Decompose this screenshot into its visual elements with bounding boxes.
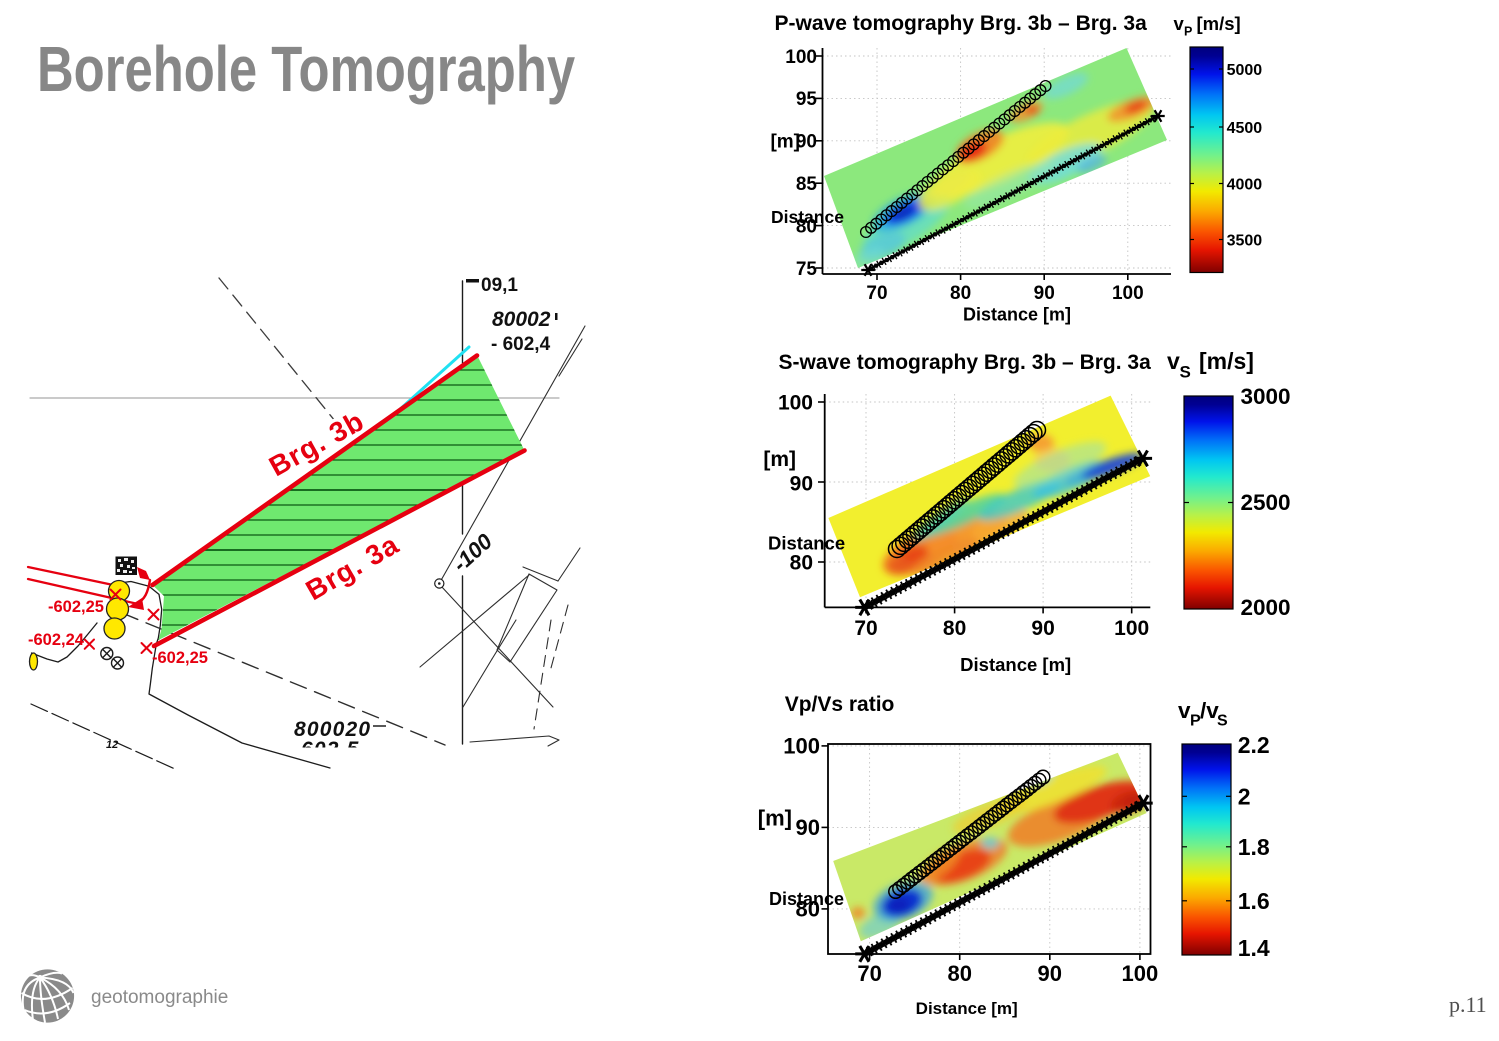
svg-text:90: 90	[1034, 283, 1055, 304]
svg-text:4000: 4000	[1227, 177, 1263, 194]
svg-text:[m]: [m]	[770, 132, 800, 153]
svg-text:[m/s]: [m/s]	[1197, 13, 1241, 34]
svg-text:75: 75	[796, 259, 818, 280]
svg-text:800020: 800020	[294, 718, 371, 741]
svg-text:2: 2	[1238, 783, 1251, 809]
svg-text:-602,25: -602,25	[152, 649, 208, 667]
svg-text:100: 100	[785, 47, 817, 68]
svg-text:Distance: Distance	[769, 889, 844, 909]
svg-text:80: 80	[796, 896, 820, 921]
svg-text:2000: 2000	[1241, 595, 1291, 620]
svg-text:1.8: 1.8	[1238, 834, 1270, 860]
svg-text:[m]: [m]	[763, 448, 796, 471]
svg-text:90: 90	[790, 473, 813, 496]
svg-text:v: v	[1167, 348, 1180, 374]
svg-text:2.2: 2.2	[1238, 732, 1270, 758]
svg-text:85: 85	[796, 174, 818, 195]
svg-text:80: 80	[796, 216, 817, 237]
svg-text:70: 70	[854, 617, 877, 640]
svg-text:Distance [m]: Distance [m]	[960, 654, 1071, 675]
svg-text:2500: 2500	[1241, 490, 1291, 515]
svg-text:Distance [m]: Distance [m]	[963, 305, 1071, 325]
svg-text:Distance: Distance	[768, 533, 845, 554]
svg-text:/v: /v	[1200, 698, 1219, 723]
svg-text:Vp/Vs ratio: Vp/Vs ratio	[785, 693, 895, 716]
svg-text:[m]: [m]	[758, 806, 792, 831]
svg-text:100: 100	[778, 392, 813, 415]
svg-text:P: P	[1184, 25, 1192, 39]
svg-text:-100: -100	[448, 528, 498, 577]
svg-text:5000: 5000	[1227, 62, 1263, 79]
svg-text:3000: 3000	[1241, 384, 1291, 409]
svg-text:1.4: 1.4	[1238, 935, 1270, 961]
svg-text:4500: 4500	[1227, 120, 1263, 137]
svg-text:Distance: Distance	[771, 207, 844, 227]
svg-text:80: 80	[947, 961, 971, 986]
svg-text:95: 95	[796, 89, 818, 110]
svg-text:12: 12	[106, 739, 118, 751]
svg-text:80: 80	[790, 552, 813, 575]
svg-text:[m/s]: [m/s]	[1199, 348, 1254, 374]
svg-text:100: 100	[1122, 961, 1159, 986]
svg-text:P: P	[1190, 713, 1201, 730]
svg-text:70: 70	[866, 283, 887, 304]
svg-text:v: v	[1178, 698, 1191, 723]
svg-text:100: 100	[783, 733, 820, 758]
svg-text:90: 90	[1038, 961, 1062, 986]
svg-text:S-wave tomography Brg. 3b – Br: S-wave tomography Brg. 3b – Brg. 3a	[779, 351, 1152, 374]
svg-text:P-wave tomography Brg. 3b – Br: P-wave tomography Brg. 3b – Brg. 3a	[775, 12, 1148, 35]
svg-text:3500: 3500	[1227, 233, 1263, 250]
svg-text:v: v	[1174, 13, 1185, 34]
svg-text:80: 80	[943, 617, 966, 640]
svg-text:90: 90	[796, 132, 817, 153]
svg-text:100: 100	[1112, 283, 1144, 304]
svg-text:Borehole Tomography: Borehole Tomography	[37, 35, 575, 106]
svg-text:100: 100	[1114, 617, 1149, 640]
svg-text:09,1: 09,1	[481, 275, 518, 296]
svg-text:80002: 80002	[492, 308, 551, 331]
svg-text:70: 70	[857, 961, 881, 986]
svg-text:S: S	[1217, 713, 1228, 730]
svg-text:602,5: 602,5	[301, 738, 360, 761]
svg-text:1.6: 1.6	[1238, 888, 1270, 914]
svg-text:-602,24: -602,24	[28, 631, 85, 649]
svg-text:90: 90	[1031, 617, 1054, 640]
svg-text:-602,25: -602,25	[48, 598, 104, 616]
svg-text:geotomographie: geotomographie	[91, 987, 228, 1008]
svg-text:p.11: p.11	[1449, 992, 1487, 1017]
svg-text:- 602,4: - 602,4	[491, 334, 551, 355]
svg-text:90: 90	[796, 815, 820, 840]
svg-text:Distance [m]: Distance [m]	[916, 999, 1018, 1018]
svg-text:S: S	[1180, 363, 1191, 382]
svg-text:80: 80	[950, 283, 971, 304]
